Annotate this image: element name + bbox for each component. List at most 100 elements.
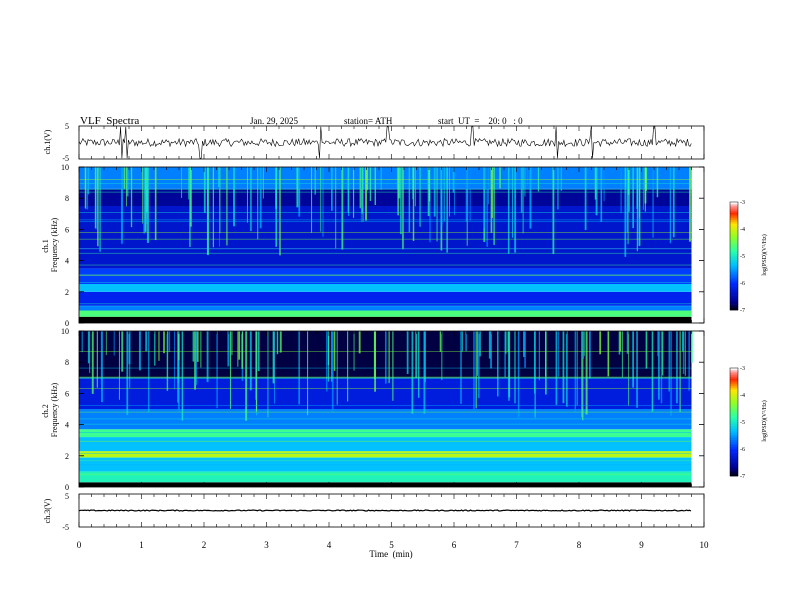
ch1-spec-streak-93	[262, 167, 264, 199]
ch2-colorbar-cell-46	[730, 450, 738, 453]
ch1-colorbar-frame	[729, 201, 739, 311]
ch2-colorbar-cell-14	[730, 393, 738, 396]
ch2-spec-streak-48	[195, 331, 197, 385]
ch2-ylabel-channel: ch.2	[41, 404, 50, 418]
ch1-spec-streak-94	[154, 167, 157, 241]
ch1-spec-streak-91	[499, 167, 501, 189]
ch2-spec-ytick-label-2: 2	[65, 452, 69, 461]
ch1-spec-streak-12	[143, 167, 146, 234]
ch2-spec-streak-129	[272, 331, 275, 384]
ch2-spec-streak-35	[194, 331, 197, 390]
ch2-spec-line-14	[79, 423, 692, 425]
ch1-spec-streak-74	[130, 167, 133, 228]
ch2-colorbar-cell-26	[730, 414, 738, 417]
ch1-spec-streak-39	[144, 167, 147, 232]
ch1-spec-streak-113	[408, 167, 411, 233]
ch2-colorbar-ticks: -3 -4 -5 -6 -7	[740, 366, 745, 480]
ch2-spec-streak-41	[168, 331, 171, 353]
ch1-spec-ytick-label-6: 6	[65, 225, 69, 234]
ch1-spec-streak-62	[142, 167, 144, 224]
ch1-spec-band-5	[79, 268, 692, 284]
ch1-colorbar-cell-9	[730, 218, 738, 221]
ch1-spec-streak-2	[593, 167, 596, 189]
ch1-colorbar-cell-37	[730, 268, 738, 271]
ch2-spec-streak-85	[89, 331, 91, 373]
ch1-spec-streak-49	[672, 167, 675, 238]
ch2-colorbar-cell-18	[730, 400, 738, 403]
ch2-spec-streak-118	[626, 331, 629, 354]
time-tick-label-6: 6	[452, 540, 457, 550]
ch1-colorbar-cell-40	[730, 274, 738, 277]
ch1-spec-band-0	[79, 316, 692, 323]
ch2-spec-streak-26	[465, 331, 467, 352]
ch1-colorbar-cell-6	[730, 212, 738, 215]
ch1-spec-streak-8	[465, 167, 468, 222]
ch2-spec-streak-38	[173, 331, 175, 390]
ch2-spec-streak-127	[257, 331, 260, 372]
time-tick-label-3: 3	[264, 540, 269, 550]
ch1-spec-streak-79	[369, 167, 372, 201]
ch2-spec-streak-116	[148, 331, 150, 413]
ch2-spec-streak-82	[475, 331, 477, 409]
ch2-spec-streak-0	[558, 331, 560, 377]
ch2-spec-streak-43	[100, 331, 102, 385]
ch2-colorbar-cell-41	[730, 441, 738, 444]
ch1-colorbar-cell-32	[730, 259, 738, 262]
ch1-spec-streak-101	[626, 167, 628, 233]
ch2-spec-streak-63	[192, 331, 195, 362]
ch2-spec-streak-52	[411, 331, 414, 414]
ch2-colorbar-cell-29	[730, 420, 738, 423]
ch2-colorbar-cell-56	[730, 468, 738, 471]
ch1-colorbar-cell-10	[730, 220, 738, 223]
ch1-colorbar-cell-41	[730, 275, 738, 278]
ch2-spec-streak-51	[163, 331, 165, 354]
ch2-colorbar-cell-1	[730, 369, 738, 372]
observation-date: Jan. 29, 2025	[250, 116, 298, 126]
ch2-spec-streak-75	[507, 331, 509, 353]
ch2-spec-streak-113	[231, 331, 233, 356]
ch1-spectrogram-panel: 0 2 4 6 8 10 ch.1 Frequency (kHz)	[41, 163, 705, 328]
figure-title: VLF Spectra	[80, 115, 139, 127]
ch1-spec-streak-20	[348, 167, 350, 216]
ch1-spec-streak-109	[669, 167, 672, 244]
ch2-spec-streak-10	[636, 331, 638, 408]
ch2-spec-streak-14	[96, 331, 98, 388]
ch2-spec-streak-120	[439, 331, 442, 352]
ch1-colorbar-cell-3	[730, 207, 738, 210]
ch2-spec-streak-132	[534, 331, 536, 418]
ch1-spec-ytick-label-8: 8	[65, 194, 69, 203]
ch1-spec-streak-70	[490, 167, 493, 233]
ch1-spec-streak-137	[487, 167, 489, 205]
ch2-spec-streak-2	[618, 331, 621, 355]
ch1-colorbar-cell-18	[730, 234, 738, 237]
ch1-spec-streak-129	[584, 167, 587, 231]
ch2-spec-streak-99	[306, 331, 309, 416]
ch2-spec-streak-30	[581, 331, 583, 418]
ch1-spec-streak-10	[190, 167, 192, 227]
ch1-spec-line-16	[79, 252, 692, 254]
ch2-spec-streak-126	[517, 331, 520, 418]
ch2-spec-streak-13	[632, 331, 635, 388]
ch1-spec-streak-40	[557, 167, 559, 210]
ch1-colorbar: -3 -4 -5 -6 -7 log(PSD)(V²/Hz)	[729, 200, 768, 314]
ch2-spec-streak-1	[347, 331, 349, 402]
ch2-colorbar-cell-50	[730, 458, 738, 461]
ch2-spec-ytick-label-0: 0	[65, 483, 69, 492]
ch2-colorbar-cell-4	[730, 375, 738, 378]
ch2-spec-streak-106	[216, 331, 218, 409]
ch1-colorbar-cell-12	[730, 223, 738, 226]
ch1-spec-streak-139	[99, 167, 101, 252]
ch1-colorbar-cell-44	[730, 281, 738, 284]
ch1-spec-streak-82	[366, 167, 369, 191]
ch2-colorbar-cell-54	[730, 465, 738, 468]
ch3-timeseries-ylabel: ch.3(V)	[43, 498, 52, 523]
ch2-spec-line-16	[79, 376, 692, 378]
ch1-spec-streak-60	[259, 167, 262, 229]
ch2-spec-streak-24	[166, 331, 169, 391]
ch2-spec-band-4	[79, 437, 692, 452]
ch1-spec-streak-107	[514, 167, 517, 253]
ch1-spec-streak-65	[436, 167, 438, 242]
ch2-spec-line-13	[79, 474, 692, 476]
ch2-spec-streak-102	[479, 331, 481, 357]
ch2-colorbar-cell-10	[730, 386, 738, 389]
